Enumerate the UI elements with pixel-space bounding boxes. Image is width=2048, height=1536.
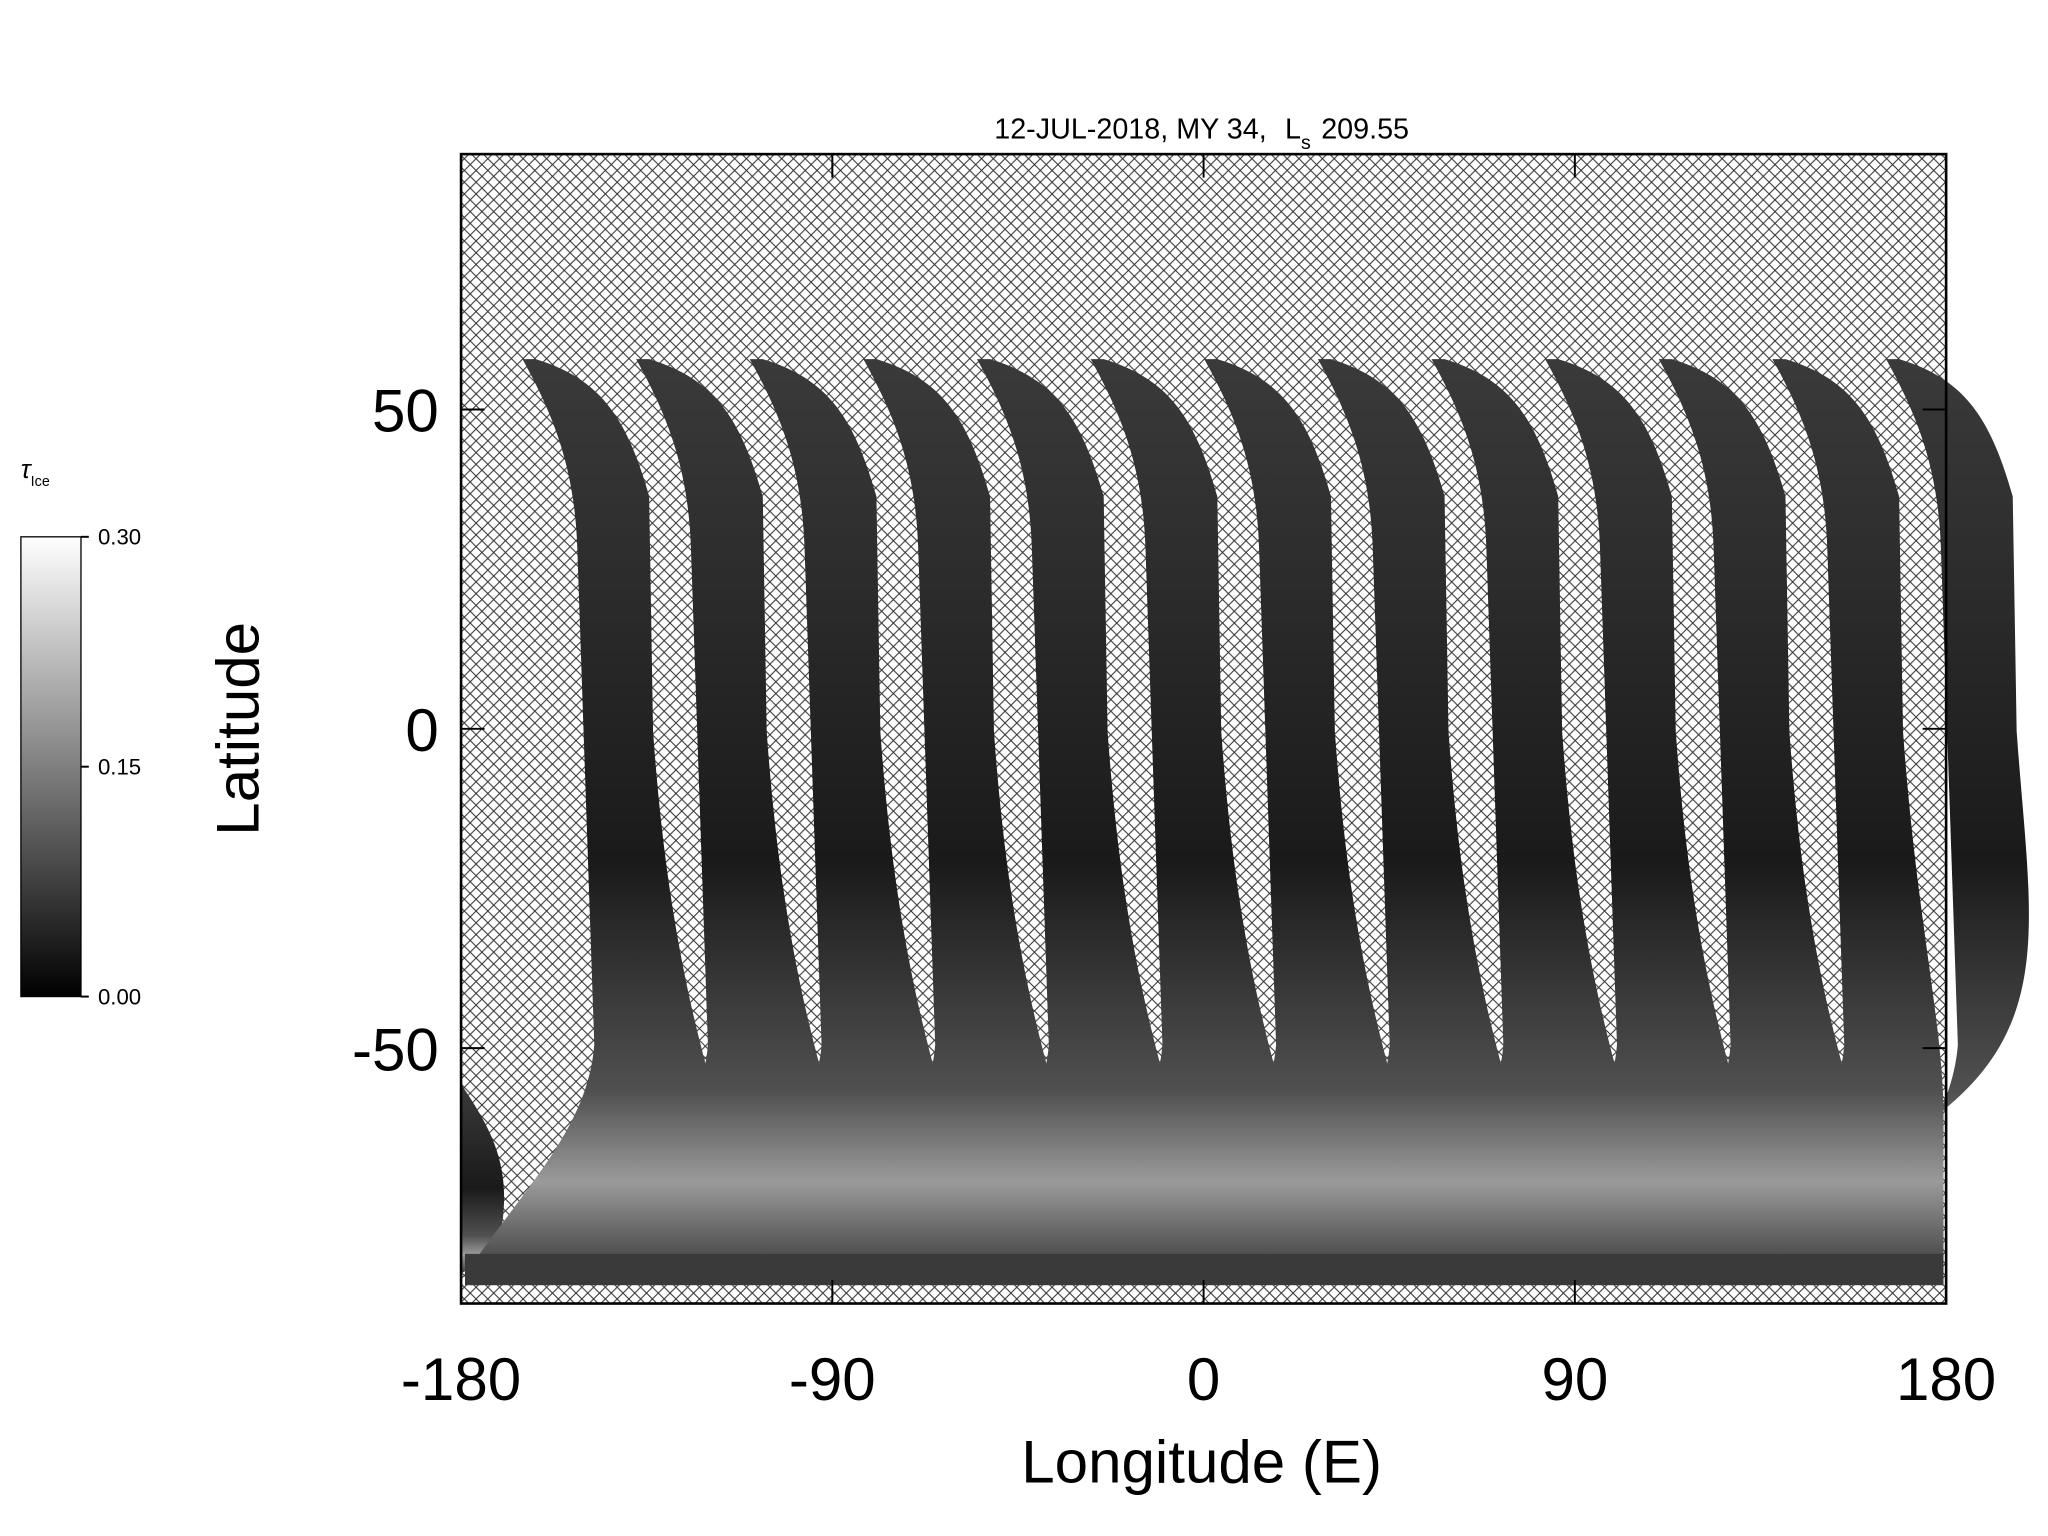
x-axis-label: Longitude (E) xyxy=(1021,1428,1382,1495)
title-ls-value: 209.55 xyxy=(1321,113,1409,145)
x-tick-label: 0 xyxy=(1187,1346,1220,1413)
swath xyxy=(1152,359,1414,1274)
colorbar-tick-label: 0.30 xyxy=(98,525,141,550)
x-tick-label: 90 xyxy=(1541,1346,1608,1413)
swath xyxy=(1833,359,2029,1274)
swath xyxy=(1265,359,1527,1274)
title-date: 12-JUL-2018, MY 34, xyxy=(994,113,1266,145)
swath-edge xyxy=(461,1084,505,1274)
swaths xyxy=(461,359,2029,1286)
swath xyxy=(470,359,732,1274)
swath xyxy=(811,359,1073,1274)
colorbar-tick-label: 0.15 xyxy=(98,755,141,780)
colorbar-symbol: τ xyxy=(21,454,33,484)
title-ls-sub: s xyxy=(1301,132,1311,154)
swath xyxy=(1606,359,1868,1274)
swath xyxy=(583,359,846,1274)
y-tick-label: 0 xyxy=(405,697,438,764)
y-tick-label: 50 xyxy=(372,378,439,445)
y-axis-label: Latitude xyxy=(205,622,272,836)
swath xyxy=(1379,359,1641,1274)
title-ls: L xyxy=(1285,113,1301,145)
swath xyxy=(1720,359,1944,1274)
chart-title: 12-JUL-2018, MY 34, Ls 209.55 xyxy=(994,113,1409,153)
colorbar-label: τIce xyxy=(21,454,50,490)
swath xyxy=(1038,359,1300,1274)
y-tick-label: -50 xyxy=(352,1016,439,1083)
swath xyxy=(1492,359,1755,1274)
colorbar-tick-label: 0.00 xyxy=(98,984,141,1009)
x-tick-label: 180 xyxy=(1896,1346,1996,1413)
x-tick-label: -90 xyxy=(789,1346,876,1413)
colorbar xyxy=(20,536,82,998)
swath xyxy=(924,359,1186,1274)
colorbar-sub: Ice xyxy=(31,474,50,490)
x-tick-label: -180 xyxy=(401,1346,521,1413)
swath xyxy=(697,359,959,1274)
